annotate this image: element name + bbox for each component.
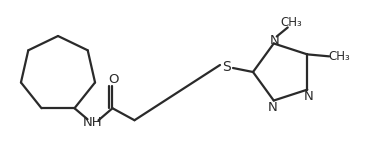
Text: S: S xyxy=(222,60,230,74)
Text: CH₃: CH₃ xyxy=(328,50,350,63)
Text: O: O xyxy=(108,73,119,86)
Text: N: N xyxy=(270,34,280,47)
Text: CH₃: CH₃ xyxy=(281,16,302,29)
Text: N: N xyxy=(303,90,313,103)
Text: N: N xyxy=(268,101,277,114)
Text: NH: NH xyxy=(83,116,102,129)
